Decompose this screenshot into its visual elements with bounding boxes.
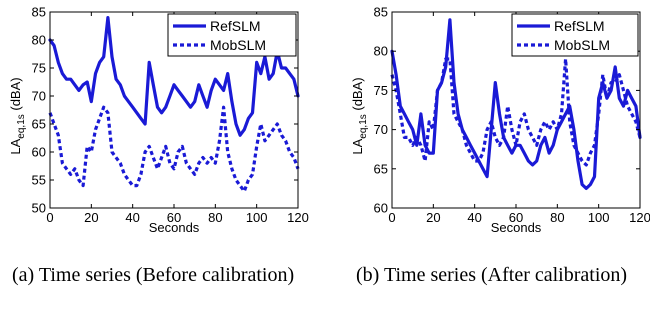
series-line-refslm [48,16,300,137]
legend-label-mobslm: MobSLM [554,37,610,53]
x-tick-label: 120 [629,210,650,225]
x-axis-label: Seconds [491,220,542,235]
caption-before-calibration: (a) Time series (Before calibration) [12,264,295,286]
y-tick-label: 55 [32,173,46,188]
y-tick-label: 70 [374,122,388,137]
legend-label-refslm: RefSLM [210,18,261,34]
x-tick-label: 60 [167,210,181,225]
legend-box [167,13,297,57]
series-line-mobslm [390,57,642,167]
x-tick-label: 80 [550,210,564,225]
x-tick-label: 0 [388,210,395,225]
x-tick-label: 120 [287,210,309,225]
x-tick-label: 100 [246,210,268,225]
x-axis-label: Seconds [149,220,200,235]
y-tick-label: 70 [32,89,46,104]
x-tick-label: 60 [509,210,523,225]
y-tick-label: 50 [32,201,46,216]
y-tick-label: 80 [374,44,388,59]
y-tick-label: 60 [374,201,388,216]
chart-after-calibration: 0 20 40 60 80 100 120 60 65 70 75 80 85 Seconds LAeq,1… [350,5,650,236]
x-tick-label: 0 [46,210,53,225]
caption-after-calibration: (b) Time series (After calibration) [356,264,628,286]
y-tick-label: 65 [32,117,46,132]
chart-before-calibration: 0 20 40 60 80 100 120 50 55 60 65 70 75 80 85 Seconds LA… [8,5,309,236]
x-tick-label: 100 [588,210,610,225]
x-tick-label: 40 [467,210,481,225]
y-tick-label: 60 [32,145,46,160]
x-tick-label: 40 [125,210,139,225]
y-tick-label: 85 [374,5,388,20]
x-tick-label: 80 [208,210,222,225]
y-axis-label: LAeq,1s (dBA) [8,77,27,154]
legend-label-refslm: RefSLM [554,18,605,34]
y-tick-label: 65 [374,161,388,176]
y-tick-label: 85 [32,5,46,20]
legend-box [511,13,639,57]
y-axis-label: LAeq,1s (dBA) [350,77,369,154]
series-line-mobslm [48,105,300,193]
y-tick-label: 75 [374,83,388,98]
y-tick-label: 80 [32,33,46,48]
x-tick-label: 20 [426,210,440,225]
legend-label-mobslm: MobSLM [210,37,266,53]
x-tick-label: 20 [84,210,98,225]
y-tick-label: 75 [32,61,46,76]
